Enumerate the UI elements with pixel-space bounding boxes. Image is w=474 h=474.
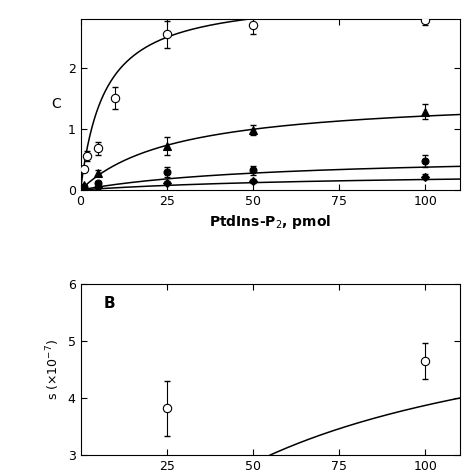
Text: B: B <box>103 296 115 311</box>
Y-axis label: C: C <box>52 98 62 111</box>
X-axis label: PtdIns-P$_2$, pmol: PtdIns-P$_2$, pmol <box>209 213 331 231</box>
Y-axis label: s ($\times10^{-7}$): s ($\times10^{-7}$) <box>45 339 62 400</box>
